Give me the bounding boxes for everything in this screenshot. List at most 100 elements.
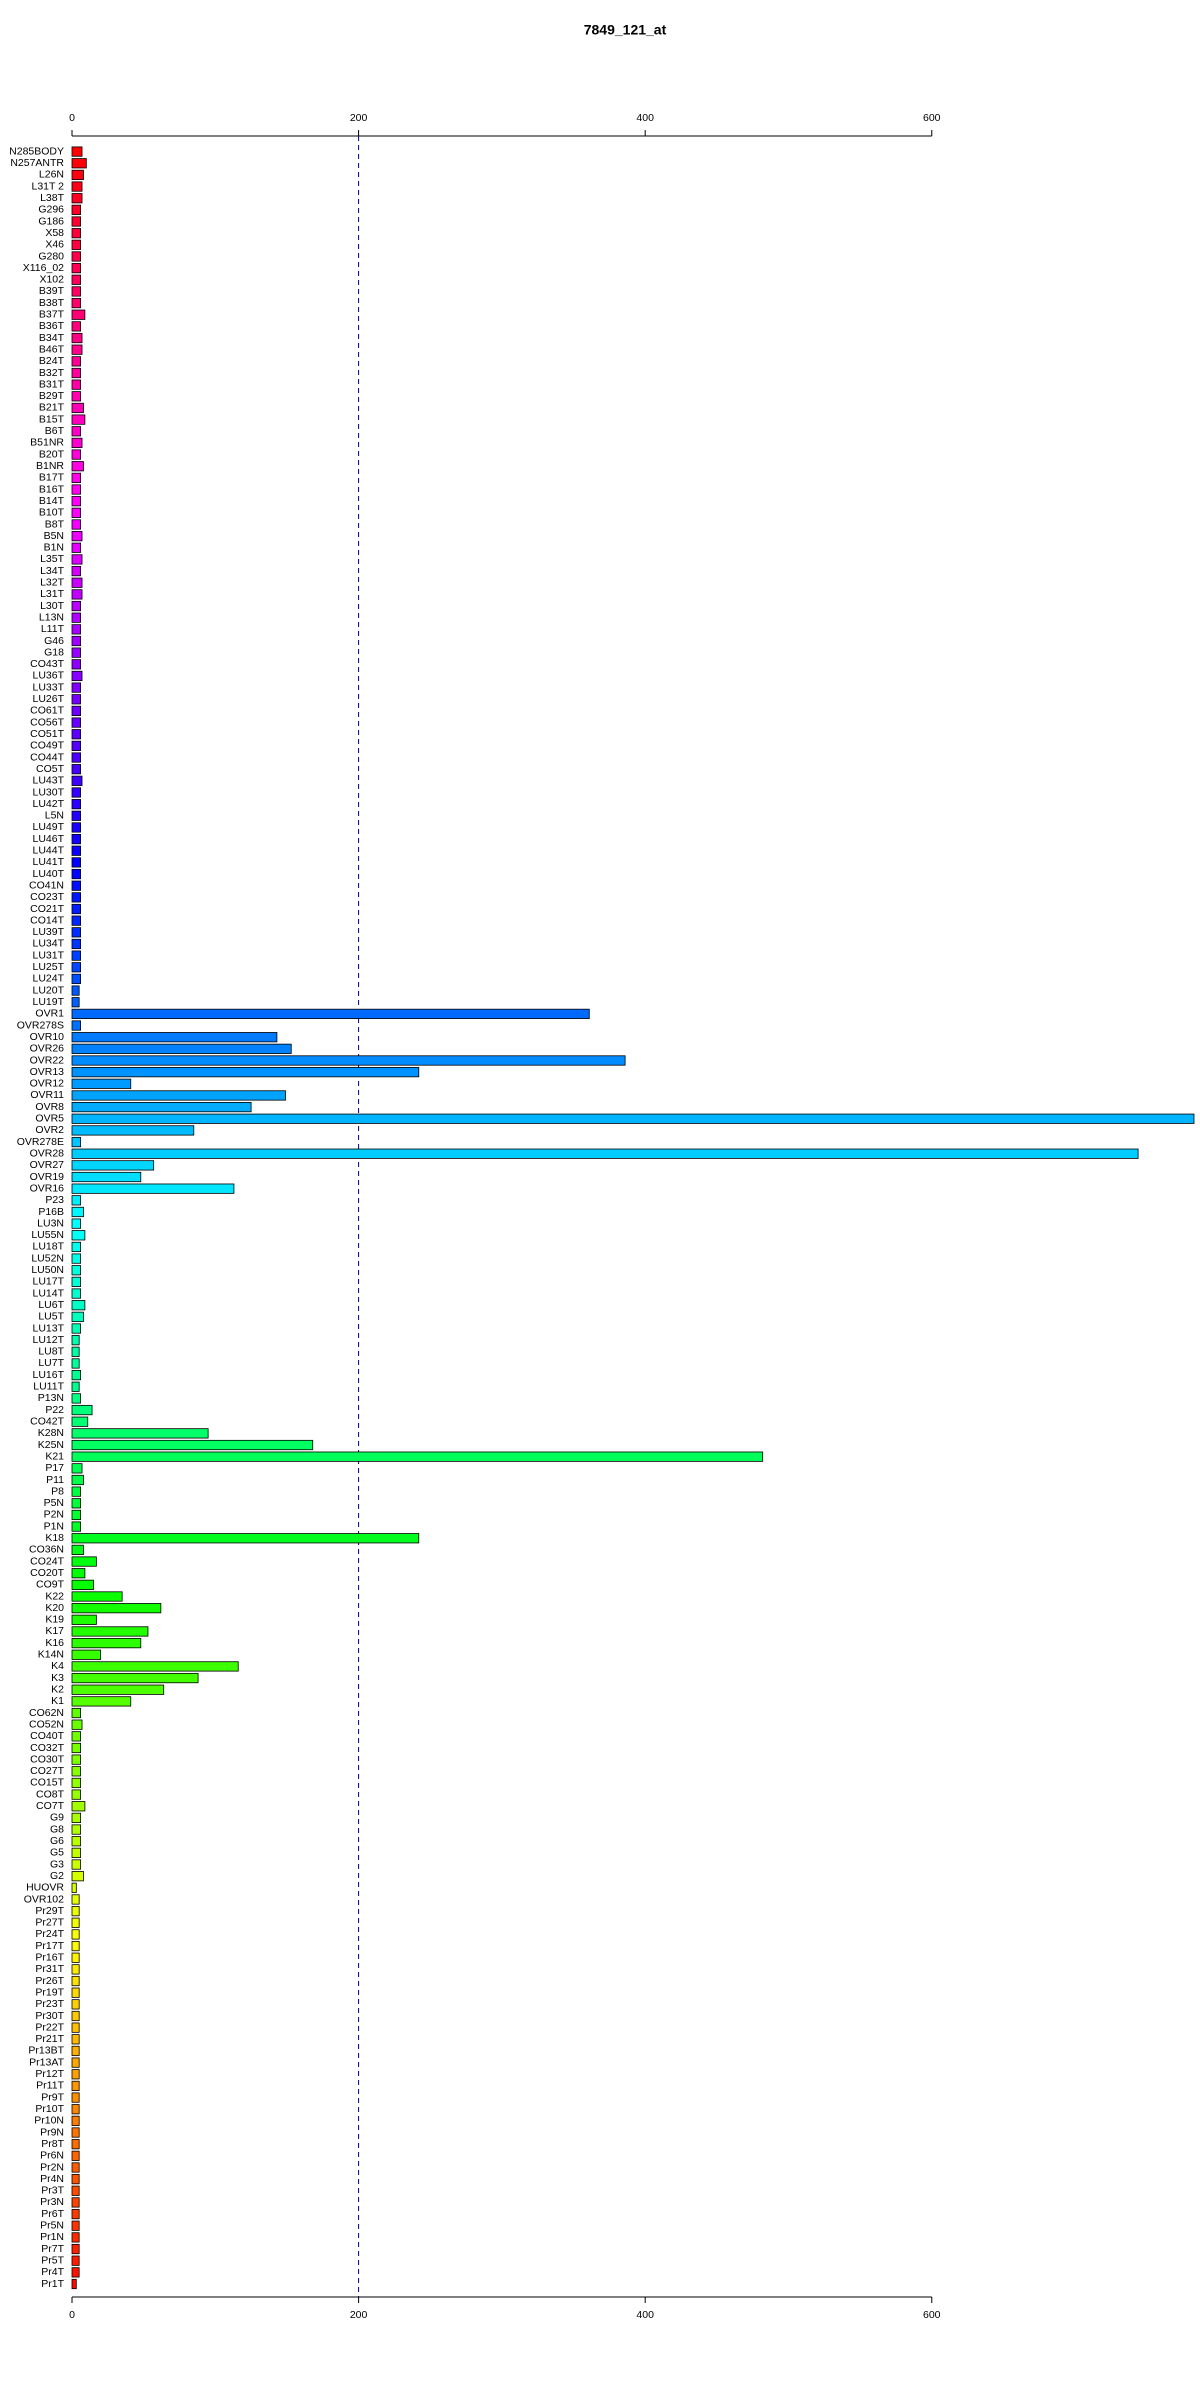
bar — [71, 600, 81, 612]
bar — [71, 1113, 1195, 1124]
bar — [71, 426, 81, 437]
y-tick-label: LU19T — [32, 996, 64, 1008]
bar — [71, 612, 81, 623]
y-tick-label: CO32T — [30, 1742, 64, 1754]
y-tick-label: P8 — [51, 1485, 64, 1497]
bar — [71, 1987, 80, 1998]
y-tick-label: P2N — [44, 1509, 64, 1521]
y-tick-label: G280 — [38, 250, 64, 262]
y-tick-label: Pr9T — [41, 2091, 64, 2103]
bar — [71, 2092, 80, 2103]
bar — [71, 1696, 132, 1707]
y-tick-label: G9 — [50, 1812, 64, 1824]
bar — [71, 472, 81, 483]
y-tick-label: Pr9N — [40, 2126, 64, 2138]
y-tick-label: B8T — [45, 518, 65, 530]
y-tick-label: G18 — [44, 646, 64, 658]
y-tick-label: LU46T — [32, 833, 64, 845]
y-tick-label: Pr2N — [40, 2161, 64, 2173]
y-tick-label: LU3N — [37, 1217, 64, 1229]
x-tick-label: 0 — [69, 112, 75, 124]
y-tick-label: CO24T — [30, 1555, 64, 1567]
y-tick-label: LU52N — [31, 1252, 64, 1264]
y-tick-label: L32T — [40, 577, 65, 589]
y-tick-label: P22 — [45, 1404, 64, 1416]
y-tick-label: B29T — [39, 390, 65, 402]
bar — [71, 2104, 80, 2115]
bar — [71, 181, 83, 192]
y-tick-label: B37T — [39, 309, 65, 321]
y-tick-label: LU34T — [32, 938, 64, 950]
bar — [71, 1719, 83, 1730]
y-tick-label: B34T — [39, 332, 65, 344]
bar — [71, 1055, 626, 1066]
bar — [71, 1183, 235, 1194]
bar — [71, 356, 81, 367]
y-tick-label: OVR12 — [30, 1078, 65, 1090]
bar — [71, 1579, 94, 1590]
y-tick-label: OVR8 — [35, 1101, 64, 1113]
bar — [71, 263, 81, 274]
y-tick-label: B46T — [39, 343, 65, 355]
y-tick-label: Pr3N — [40, 2196, 64, 2208]
y-tick-label: LU14T — [32, 1287, 64, 1299]
bar — [71, 589, 83, 600]
bar — [71, 2174, 80, 2185]
y-tick-label: Pr12T — [35, 2068, 64, 2080]
bar — [71, 1381, 80, 1392]
bar — [71, 1521, 81, 1532]
y-tick-label: LU25T — [32, 961, 64, 973]
y-tick-label: K21 — [45, 1450, 64, 1462]
chart-title: 7849_121_at — [584, 22, 667, 38]
bar — [71, 670, 83, 682]
y-tick-label: K2 — [51, 1684, 64, 1696]
bar — [71, 1008, 590, 1019]
y-tick-label: CO14T — [30, 914, 64, 926]
y-tick-label: CO62N — [29, 1707, 64, 1719]
bar — [71, 1940, 80, 1952]
bar — [71, 577, 83, 588]
bar — [71, 1067, 420, 1078]
x-tick-label: 200 — [350, 2309, 368, 2321]
bar — [71, 2197, 80, 2208]
y-tick-label: OVR27 — [30, 1159, 65, 1171]
y-tick-label: CO40T — [30, 1730, 64, 1742]
bar — [71, 449, 81, 460]
bar — [71, 1917, 80, 1928]
bar — [71, 787, 81, 798]
bar — [71, 1882, 77, 1893]
bar — [71, 2069, 80, 2080]
y-tick-label: Pr11T — [36, 2080, 64, 2092]
y-tick-label: OVR26 — [30, 1043, 65, 1055]
y-tick-label: CO36N — [29, 1544, 64, 1556]
y-tick-label: Pr10T — [35, 2103, 64, 2115]
y-tick-label: P23 — [45, 1194, 64, 1206]
y-tick-label: CO27T — [30, 1765, 64, 1777]
bar — [71, 938, 81, 950]
bar — [71, 565, 81, 577]
y-tick-label: Pr26T — [35, 1975, 64, 1987]
bar — [71, 2185, 80, 2196]
y-tick-label: Pr8T — [41, 2138, 64, 2150]
y-tick-label: Pr31T — [35, 1963, 64, 1975]
x-tick-label: 400 — [636, 112, 654, 124]
y-tick-label: P11 — [46, 1474, 64, 1486]
bar — [71, 624, 81, 635]
y-tick-label: Pr27T — [35, 1917, 64, 1929]
bar — [71, 2208, 80, 2220]
y-tick-label: LU13T — [32, 1322, 64, 1334]
y-tick-label: LU17T — [32, 1276, 64, 1288]
bar — [71, 1789, 81, 1800]
y-tick-label: L34T — [40, 565, 65, 577]
bar — [71, 1533, 420, 1544]
y-tick-label: L5N — [45, 810, 64, 822]
bar — [71, 903, 81, 915]
bar — [71, 1649, 102, 1660]
y-tick-label: Pr19T — [35, 1986, 64, 1998]
y-tick-label: LU33T — [32, 681, 64, 693]
y-tick-label: CO20T — [30, 1567, 64, 1579]
y-tick-label: LU55N — [31, 1229, 64, 1241]
bar — [71, 228, 81, 239]
y-tick-label: LU42T — [32, 798, 64, 810]
y-tick-label: LU49T — [32, 821, 64, 833]
